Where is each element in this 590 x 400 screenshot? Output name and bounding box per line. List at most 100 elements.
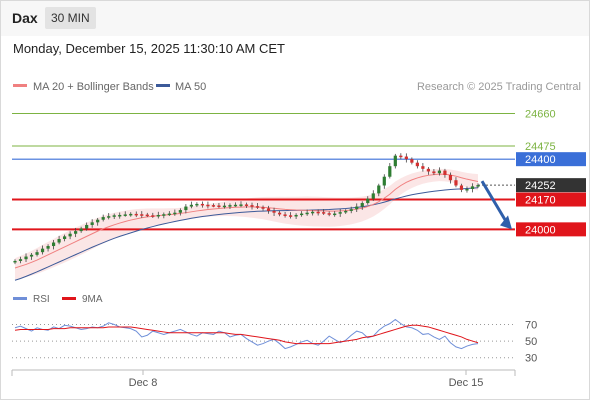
candle	[24, 256, 28, 260]
candle	[178, 210, 182, 213]
candle	[300, 213, 304, 216]
candle	[90, 222, 94, 225]
candle	[355, 206, 359, 210]
level-tag-label: 24400	[525, 154, 556, 166]
rsi-tick-label: 30	[525, 353, 537, 365]
candle	[443, 170, 447, 175]
timestamp: Monday, December 15, 2025 11:30:10 AM CE…	[13, 41, 285, 56]
candle	[288, 215, 293, 217]
candle	[250, 205, 254, 207]
candle	[129, 213, 133, 216]
candle	[156, 214, 160, 217]
candle	[421, 166, 425, 169]
candle	[101, 217, 105, 220]
candle	[470, 186, 475, 189]
candle	[29, 254, 34, 257]
resistance-level-tag	[516, 152, 586, 167]
current-price-tag	[516, 178, 586, 193]
forecast-arrow	[480, 180, 508, 223]
ma20-legend-swatch	[13, 84, 27, 87]
candle	[404, 156, 408, 160]
rsi-legend-swatch	[13, 297, 27, 300]
candle	[18, 259, 23, 261]
candle	[333, 213, 337, 216]
candle	[382, 176, 386, 186]
candle	[195, 203, 199, 206]
candle	[465, 189, 469, 191]
candle	[454, 180, 458, 186]
candle	[344, 210, 348, 213]
copyright-label: Research © 2025 Trading Central	[417, 81, 581, 93]
candle	[360, 203, 364, 207]
candle	[437, 170, 442, 174]
candle	[184, 206, 188, 211]
candles	[13, 153, 480, 265]
candle	[277, 212, 282, 215]
candle	[74, 231, 78, 234]
candle	[261, 207, 265, 209]
candle	[349, 209, 353, 211]
candle	[283, 214, 287, 216]
candle	[189, 204, 193, 207]
candle	[426, 168, 430, 172]
interval-selector-button[interactable]: 30 MIN	[45, 7, 96, 29]
candle	[388, 166, 392, 177]
ma50-legend-swatch	[156, 84, 170, 87]
candle	[272, 210, 276, 213]
candle	[233, 204, 238, 207]
candle	[206, 204, 210, 207]
candle	[432, 171, 436, 174]
ma20-legend-label: MA 20 + Bollinger Bands	[33, 81, 154, 93]
candle	[167, 213, 171, 216]
resistance-level-label: 24475	[525, 141, 556, 153]
candle	[294, 214, 298, 217]
candle	[145, 214, 149, 217]
rsi-tick-label: 70	[525, 319, 537, 331]
candle	[239, 204, 243, 206]
candle	[162, 214, 166, 216]
candle	[366, 198, 370, 204]
candle	[266, 208, 271, 211]
candle	[459, 185, 464, 190]
candle	[222, 205, 227, 208]
forecast-arrow-head	[500, 215, 512, 230]
rsi-legend-label: RSI	[33, 294, 50, 305]
candle	[228, 205, 232, 207]
candle	[311, 211, 315, 214]
toolbar: Dax 30 MIN	[0, 0, 590, 36]
candle	[151, 215, 155, 217]
level-tag-label: 24170	[525, 195, 556, 207]
candle	[476, 185, 480, 187]
candle	[399, 155, 403, 158]
candle	[316, 211, 320, 214]
candle	[35, 252, 39, 255]
candle	[112, 215, 116, 217]
candle	[96, 219, 100, 223]
candle	[107, 216, 111, 218]
candle	[40, 248, 45, 253]
candle	[410, 159, 414, 163]
candle	[200, 203, 205, 206]
candle	[85, 224, 89, 229]
candle	[338, 212, 342, 214]
rsi-ma-legend-swatch	[62, 297, 76, 300]
rsi-ma-line	[14, 324, 479, 345]
candle	[13, 260, 17, 263]
candle	[51, 242, 56, 247]
candle	[448, 174, 453, 181]
candle	[134, 213, 138, 216]
candle	[255, 206, 260, 208]
ma50-line	[14, 187, 479, 281]
candle	[57, 239, 61, 243]
candle	[123, 214, 127, 216]
time-axis-label: Dec 15	[449, 377, 484, 389]
level-tag-label: 24000	[525, 224, 556, 236]
candle	[244, 204, 249, 206]
rsi-ma-legend-label: 9MA	[82, 294, 103, 305]
candle	[217, 205, 221, 207]
candle	[377, 185, 381, 194]
candle	[68, 233, 72, 237]
rsi-line	[14, 318, 479, 350]
candle	[327, 213, 331, 215]
